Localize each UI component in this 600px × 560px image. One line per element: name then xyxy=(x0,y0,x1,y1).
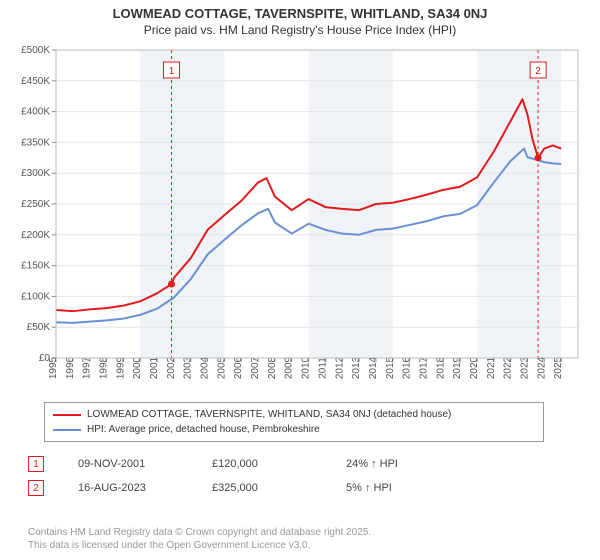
svg-text:2025: 2025 xyxy=(553,356,564,379)
marker-price: £120,000 xyxy=(212,458,312,470)
legend-row: LOWMEAD COTTAGE, TAVERNSPITE, WHITLAND, … xyxy=(53,407,535,422)
svg-text:2001: 2001 xyxy=(149,356,160,379)
svg-text:£100K: £100K xyxy=(21,291,50,302)
svg-text:2013: 2013 xyxy=(351,356,362,379)
legend-swatch xyxy=(53,429,81,431)
chart: £0£50K£100K£150K£200K£250K£300K£350K£400… xyxy=(12,44,588,394)
svg-text:2018: 2018 xyxy=(435,356,446,379)
svg-text:1: 1 xyxy=(169,66,175,77)
svg-text:£400K: £400K xyxy=(21,107,50,118)
legend-label: HPI: Average price, detached house, Pemb… xyxy=(87,424,320,435)
svg-text:£250K: £250K xyxy=(21,199,50,210)
svg-text:£500K: £500K xyxy=(21,45,50,56)
marker-row: 2 16-AUG-2023 £325,000 5% ↑ HPI xyxy=(28,476,568,500)
attribution-line: Contains HM Land Registry data © Crown c… xyxy=(28,526,371,539)
legend-label: LOWMEAD COTTAGE, TAVERNSPITE, WHITLAND, … xyxy=(87,409,451,420)
svg-text:£150K: £150K xyxy=(21,261,50,272)
svg-text:2022: 2022 xyxy=(503,356,514,379)
svg-text:1999: 1999 xyxy=(115,356,126,379)
svg-text:2005: 2005 xyxy=(216,356,227,379)
svg-text:2020: 2020 xyxy=(469,356,480,379)
title-area: LOWMEAD COTTAGE, TAVERNSPITE, WHITLAND, … xyxy=(0,0,600,37)
svg-text:£50K: £50K xyxy=(27,322,51,333)
svg-text:2019: 2019 xyxy=(452,356,463,379)
marker-delta: 24% ↑ HPI xyxy=(346,458,446,470)
marker-date: 16-AUG-2023 xyxy=(78,482,178,494)
legend-swatch xyxy=(53,414,81,416)
svg-text:2024: 2024 xyxy=(536,356,547,379)
svg-text:2012: 2012 xyxy=(334,356,345,379)
attribution: Contains HM Land Registry data © Crown c… xyxy=(28,526,371,552)
svg-text:2009: 2009 xyxy=(284,356,295,379)
svg-text:2003: 2003 xyxy=(183,356,194,379)
svg-text:2014: 2014 xyxy=(368,356,379,379)
marker-table: 1 09-NOV-2001 £120,000 24% ↑ HPI 2 16-AU… xyxy=(28,452,568,500)
marker-date: 09-NOV-2001 xyxy=(78,458,178,470)
svg-text:2000: 2000 xyxy=(132,356,143,379)
marker-badge: 2 xyxy=(28,480,44,496)
svg-text:1996: 1996 xyxy=(65,356,76,379)
svg-text:2017: 2017 xyxy=(418,356,429,379)
chart-svg: £0£50K£100K£150K£200K£250K£300K£350K£400… xyxy=(12,44,588,394)
svg-text:2007: 2007 xyxy=(250,356,261,379)
marker-delta: 5% ↑ HPI xyxy=(346,482,446,494)
svg-text:£200K: £200K xyxy=(21,230,50,241)
svg-text:2002: 2002 xyxy=(166,356,177,379)
marker-row: 1 09-NOV-2001 £120,000 24% ↑ HPI xyxy=(28,452,568,476)
svg-text:2: 2 xyxy=(535,66,541,77)
chart-container: LOWMEAD COTTAGE, TAVERNSPITE, WHITLAND, … xyxy=(0,0,600,560)
legend-row: HPI: Average price, detached house, Pemb… xyxy=(53,422,535,437)
svg-text:2016: 2016 xyxy=(402,356,413,379)
legend: LOWMEAD COTTAGE, TAVERNSPITE, WHITLAND, … xyxy=(44,402,544,442)
svg-text:1997: 1997 xyxy=(82,356,93,379)
svg-text:2021: 2021 xyxy=(486,356,497,379)
svg-text:1995: 1995 xyxy=(48,356,59,379)
svg-text:2015: 2015 xyxy=(385,356,396,379)
title-sub: Price paid vs. HM Land Registry's House … xyxy=(0,23,600,37)
marker-badge: 1 xyxy=(28,456,44,472)
svg-text:1998: 1998 xyxy=(99,356,110,379)
svg-text:2023: 2023 xyxy=(519,356,530,379)
svg-text:£300K: £300K xyxy=(21,168,50,179)
attribution-line: This data is licensed under the Open Gov… xyxy=(28,539,371,552)
svg-text:2004: 2004 xyxy=(200,356,211,379)
svg-text:2011: 2011 xyxy=(317,357,328,379)
svg-text:2010: 2010 xyxy=(301,356,312,379)
svg-text:2006: 2006 xyxy=(233,356,244,379)
svg-text:£350K: £350K xyxy=(21,137,50,148)
title-main: LOWMEAD COTTAGE, TAVERNSPITE, WHITLAND, … xyxy=(0,6,600,21)
marker-price: £325,000 xyxy=(212,482,312,494)
svg-text:2008: 2008 xyxy=(267,356,278,379)
svg-text:£450K: £450K xyxy=(21,76,50,87)
